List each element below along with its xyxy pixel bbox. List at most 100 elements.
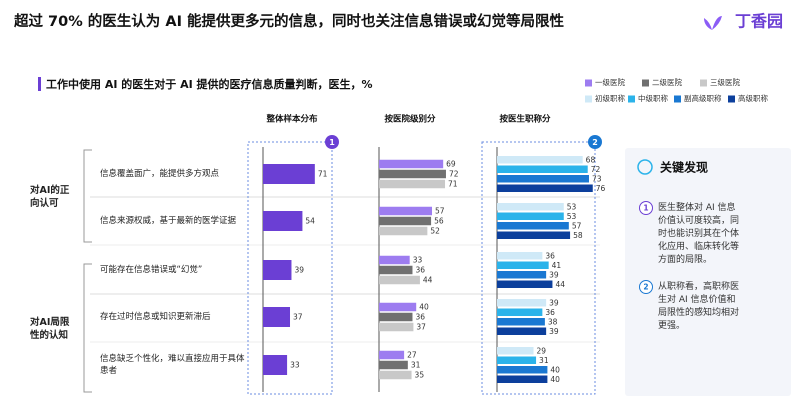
value-label: 37 bbox=[416, 323, 426, 332]
value-label: 37 bbox=[293, 313, 303, 322]
value-label: 54 bbox=[305, 217, 315, 226]
legend-swatch bbox=[628, 95, 635, 103]
bar bbox=[379, 169, 446, 179]
bar bbox=[263, 355, 288, 375]
bar bbox=[379, 350, 405, 360]
findings-title: 关键发现 bbox=[660, 160, 708, 175]
legend-label: 中级职称 bbox=[638, 93, 668, 103]
panel-frame bbox=[481, 141, 596, 395]
bar bbox=[497, 261, 549, 269]
value-label: 31 bbox=[411, 361, 421, 370]
value-label: 38 bbox=[548, 317, 558, 326]
bar bbox=[497, 203, 564, 211]
value-label: 52 bbox=[430, 227, 440, 236]
bar bbox=[497, 299, 547, 307]
badge bbox=[588, 135, 602, 149]
group-label: 对AI的正向认可 bbox=[30, 185, 70, 209]
bar bbox=[379, 159, 444, 169]
value-label: 39 bbox=[549, 270, 559, 279]
value-label: 57 bbox=[435, 207, 445, 216]
bar bbox=[497, 318, 545, 326]
bar bbox=[263, 260, 292, 280]
bar bbox=[379, 302, 417, 312]
category-label: 存在过时信息或知识更新滞后 bbox=[100, 312, 211, 322]
value-label: 40 bbox=[550, 365, 560, 374]
bar bbox=[497, 175, 589, 183]
value-label: 68 bbox=[586, 155, 596, 164]
bar bbox=[379, 360, 408, 370]
findings-panel bbox=[625, 148, 791, 396]
legend-swatch bbox=[585, 79, 592, 87]
value-label: 29 bbox=[537, 346, 547, 355]
group-label: 对AI局限性的认知 bbox=[30, 317, 70, 341]
value-label: 39 bbox=[549, 298, 559, 307]
legend-swatch bbox=[585, 95, 592, 103]
value-label: 33 bbox=[290, 361, 300, 370]
page-title: 超过 70% 的医生认为 AI 能提供更多元的信息，同时也关注信息错误或幻觉等局… bbox=[13, 12, 565, 30]
finding-badge bbox=[639, 280, 653, 294]
bar bbox=[497, 280, 553, 288]
bar bbox=[379, 179, 446, 189]
badge bbox=[325, 135, 339, 149]
logo: 丁香园 bbox=[735, 12, 783, 31]
bar bbox=[497, 165, 588, 173]
bar bbox=[379, 275, 420, 285]
bar bbox=[497, 327, 547, 335]
value-label: 72 bbox=[449, 170, 459, 179]
value-label: 44 bbox=[423, 276, 433, 285]
bar bbox=[497, 252, 543, 260]
bar bbox=[497, 212, 564, 220]
value-label: 40 bbox=[419, 303, 429, 312]
value-label: 76 bbox=[596, 184, 606, 193]
bar bbox=[263, 307, 291, 327]
category-label: 信息覆盖面广，能提供多方观点 bbox=[100, 169, 220, 179]
category-label: 可能存在信息错误或“幻觉” bbox=[100, 265, 203, 275]
bar bbox=[497, 184, 593, 192]
finding-text: 医生整体对 AI 信息价值认可度较高，同时也能识别其在个体化应用、临床转化等方面… bbox=[658, 203, 740, 265]
finding-number: 1 bbox=[643, 204, 648, 213]
value-label: 53 bbox=[567, 202, 577, 211]
badge-number: 1 bbox=[329, 138, 335, 147]
legend-label: 一级医院 bbox=[595, 77, 625, 87]
bar bbox=[379, 265, 413, 275]
bar bbox=[379, 206, 433, 216]
category-label: 信息缺乏个性化，难以直接应用于具体患者 bbox=[100, 354, 245, 376]
panel-title: 按医生职称分 bbox=[499, 114, 551, 125]
bulb-icon bbox=[637, 159, 653, 175]
value-label: 58 bbox=[573, 231, 583, 240]
bar bbox=[497, 308, 543, 316]
bar bbox=[263, 211, 303, 231]
bar bbox=[497, 271, 547, 279]
logo-icon bbox=[704, 16, 722, 30]
badge-number: 2 bbox=[592, 138, 598, 147]
bar bbox=[263, 164, 315, 184]
value-label: 71 bbox=[318, 170, 328, 179]
finding-badge bbox=[639, 201, 653, 215]
group-bracket bbox=[83, 263, 92, 393]
value-label: 27 bbox=[407, 351, 417, 360]
bar bbox=[497, 356, 537, 364]
bar bbox=[497, 156, 583, 164]
value-label: 33 bbox=[413, 256, 423, 265]
value-label: 44 bbox=[555, 280, 565, 289]
bar bbox=[379, 370, 412, 380]
legend-label: 副高级职称 bbox=[684, 93, 722, 103]
legend-swatch bbox=[700, 79, 707, 87]
value-label: 71 bbox=[448, 180, 458, 189]
finding-number: 2 bbox=[643, 283, 648, 292]
panel-title: 按医院级别分 bbox=[384, 114, 436, 125]
bar bbox=[497, 222, 569, 230]
value-label: 73 bbox=[592, 174, 602, 183]
value-label: 36 bbox=[545, 308, 555, 317]
bar bbox=[379, 255, 410, 265]
value-label: 72 bbox=[591, 165, 601, 174]
value-label: 40 bbox=[550, 375, 560, 384]
value-label: 56 bbox=[434, 217, 444, 226]
value-label: 39 bbox=[294, 266, 304, 275]
value-label: 53 bbox=[567, 212, 577, 221]
value-label: 39 bbox=[549, 327, 559, 336]
bar bbox=[497, 231, 571, 239]
bar bbox=[497, 347, 534, 355]
